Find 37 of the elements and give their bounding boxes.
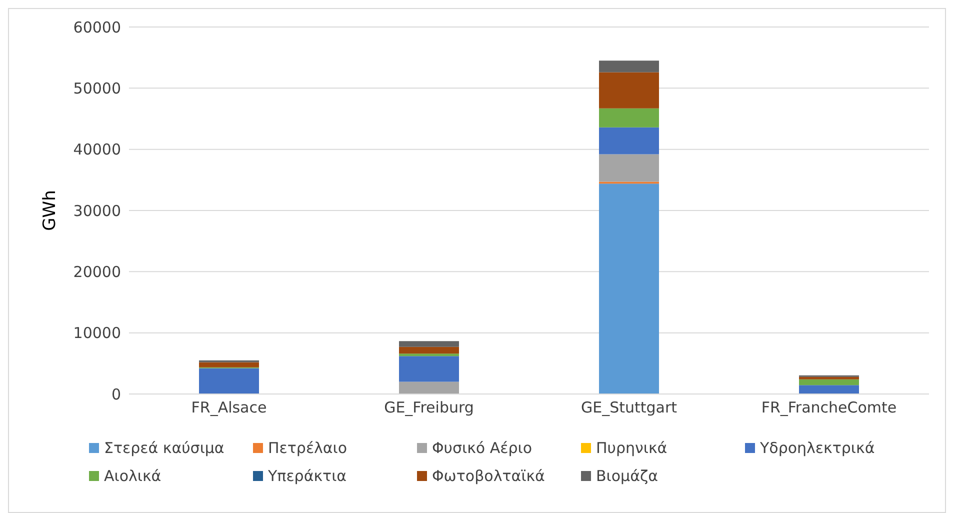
legend-label: Πετρέλαιο xyxy=(268,439,348,457)
bar xyxy=(599,72,659,108)
bar xyxy=(399,354,459,356)
x-tick-label: FR_FrancheComte xyxy=(761,398,897,417)
y-tick-label: 30000 xyxy=(73,202,121,220)
x-tick-label: GE_Stuttgart xyxy=(580,398,678,417)
bar xyxy=(599,60,659,72)
bar xyxy=(399,346,459,354)
legend-label: Βιομάζα xyxy=(596,467,658,485)
x-tick-label: FR_Alsace xyxy=(191,398,267,417)
bar xyxy=(399,356,459,382)
legend-label: Υδροηλεκτρικά xyxy=(760,439,875,457)
y-tick-label: 20000 xyxy=(73,262,121,281)
legend-label: Φωτοβολταϊκά xyxy=(432,467,545,485)
legend-label: Πυρηνικά xyxy=(596,439,668,457)
bar xyxy=(399,382,459,394)
legend-label: Υπεράκτια xyxy=(268,467,347,485)
y-tick-label: 10000 xyxy=(73,324,121,342)
x-tick-label: GE_Freiburg xyxy=(384,398,474,417)
bar xyxy=(399,341,459,347)
bar xyxy=(599,154,659,182)
bar xyxy=(799,376,859,380)
y-axis-title: GWh xyxy=(40,190,60,231)
legend-label: Φυσικό Αέριο xyxy=(432,439,532,457)
bar xyxy=(199,362,259,368)
y-tick-label: 0 xyxy=(111,385,121,404)
legend-label: Αιολικά xyxy=(104,467,162,485)
y-tick-label: 60000 xyxy=(73,18,121,36)
bar xyxy=(799,379,859,386)
bar xyxy=(199,368,259,394)
bar xyxy=(799,385,859,394)
y-tick-label: 50000 xyxy=(73,79,121,98)
bar xyxy=(599,108,659,128)
y-tick-label: 40000 xyxy=(73,140,121,159)
legend-label: Στερεά καύσιμα xyxy=(104,439,224,457)
bar xyxy=(599,184,659,394)
bar xyxy=(599,127,659,154)
